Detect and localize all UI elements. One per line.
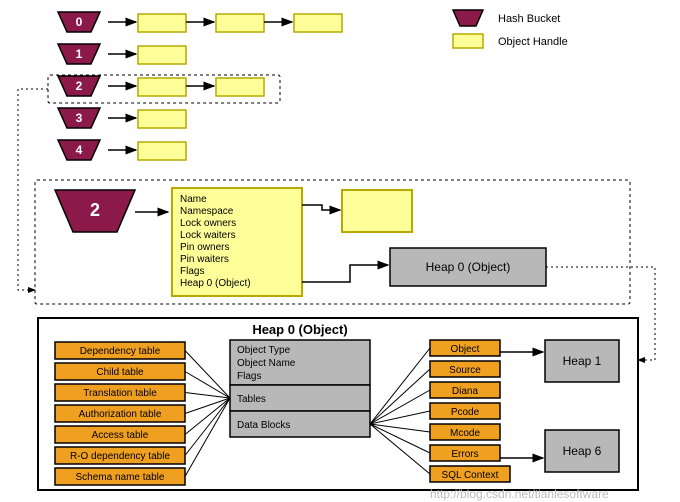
object-handle xyxy=(138,14,186,32)
heap6-label: Heap 6 xyxy=(563,444,602,458)
legend-handle-label: Object Handle xyxy=(498,36,568,48)
right-item-label: Source xyxy=(449,365,481,376)
object-handle xyxy=(294,14,342,32)
left-tables: Dependency table Child table Translation t… xyxy=(55,342,185,485)
bucket-num: 0 xyxy=(76,15,83,29)
left-table-label: Child table xyxy=(96,367,144,378)
bucket-num: 4 xyxy=(76,143,83,157)
legend-bucket-icon xyxy=(453,10,483,26)
right-item-label: Errors xyxy=(451,449,478,460)
left-line xyxy=(185,398,230,477)
object-handle xyxy=(138,46,186,64)
heap0-title: Heap 0 (Object) xyxy=(252,322,347,337)
right-line xyxy=(370,369,430,424)
object-handle xyxy=(138,142,186,160)
left-table-label: R-O dependency table xyxy=(70,451,171,462)
left-line xyxy=(185,393,230,399)
left-line xyxy=(185,372,230,399)
heap1-label: Heap 1 xyxy=(563,354,602,368)
left-table-label: Dependency table xyxy=(80,346,161,357)
center-datablocks: Data Blocks xyxy=(237,420,290,431)
center-objtype: Object Type xyxy=(237,345,291,356)
handle-prop: Namespace xyxy=(180,206,234,217)
detail-heap0-label: Heap 0 (Object) xyxy=(426,260,511,274)
right-items: Object Source Diana Pcode Mcode Errors SQL Con… xyxy=(430,340,510,482)
handle-prop: Lock waiters xyxy=(180,230,236,241)
object-handle xyxy=(138,110,186,128)
detail-arrow-2 xyxy=(302,205,340,210)
left-table-label: Authorization table xyxy=(79,409,162,420)
bucket-num: 1 xyxy=(76,47,83,61)
right-item-label: Mcode xyxy=(450,428,480,439)
handle-prop: Lock owners xyxy=(180,218,236,229)
center-flags: Flags xyxy=(237,371,261,382)
object-handle xyxy=(216,78,264,96)
detail-bucket-label: 2 xyxy=(90,200,100,220)
bucket-num: 2 xyxy=(76,79,83,93)
handle-prop: Heap 0 (Object) xyxy=(180,278,251,289)
right-item-label: Object xyxy=(451,344,480,355)
left-table-label: Access table xyxy=(92,430,149,441)
detail-arrow-heap0 xyxy=(302,265,388,282)
object-handle xyxy=(138,78,186,96)
row2-to-detail-connector xyxy=(18,89,48,290)
left-line xyxy=(185,398,230,435)
handle-prop: Pin owners xyxy=(180,242,229,253)
detail-empty-handle xyxy=(342,190,412,232)
right-item-label: Diana xyxy=(452,386,479,397)
left-line xyxy=(185,398,230,414)
right-item-label: Pcode xyxy=(451,407,480,418)
center-objname: Object Name xyxy=(237,358,296,369)
right-connector-lines xyxy=(370,348,430,474)
watermark: http://blog.csdn.net/tianlesoftware xyxy=(430,487,609,501)
left-connector-lines xyxy=(185,351,230,477)
left-line xyxy=(185,398,230,456)
legend-bucket-label: Hash Bucket xyxy=(498,13,560,25)
left-line xyxy=(185,351,230,399)
legend-handle-icon xyxy=(453,34,483,48)
left-table-label: Schema name table xyxy=(76,472,165,483)
bucket-num: 3 xyxy=(76,111,83,125)
left-table-label: Translation table xyxy=(83,388,157,399)
handle-prop: Name xyxy=(180,194,207,205)
bucket-rows: 0 1 2 3 4 xyxy=(58,12,342,160)
handle-prop: Flags xyxy=(180,266,204,277)
right-item-label: SQL Context xyxy=(442,470,499,481)
right-line xyxy=(370,390,430,424)
center-tables: Tables xyxy=(237,394,266,405)
object-handle xyxy=(216,14,264,32)
handle-prop: Pin waiters xyxy=(180,254,229,265)
